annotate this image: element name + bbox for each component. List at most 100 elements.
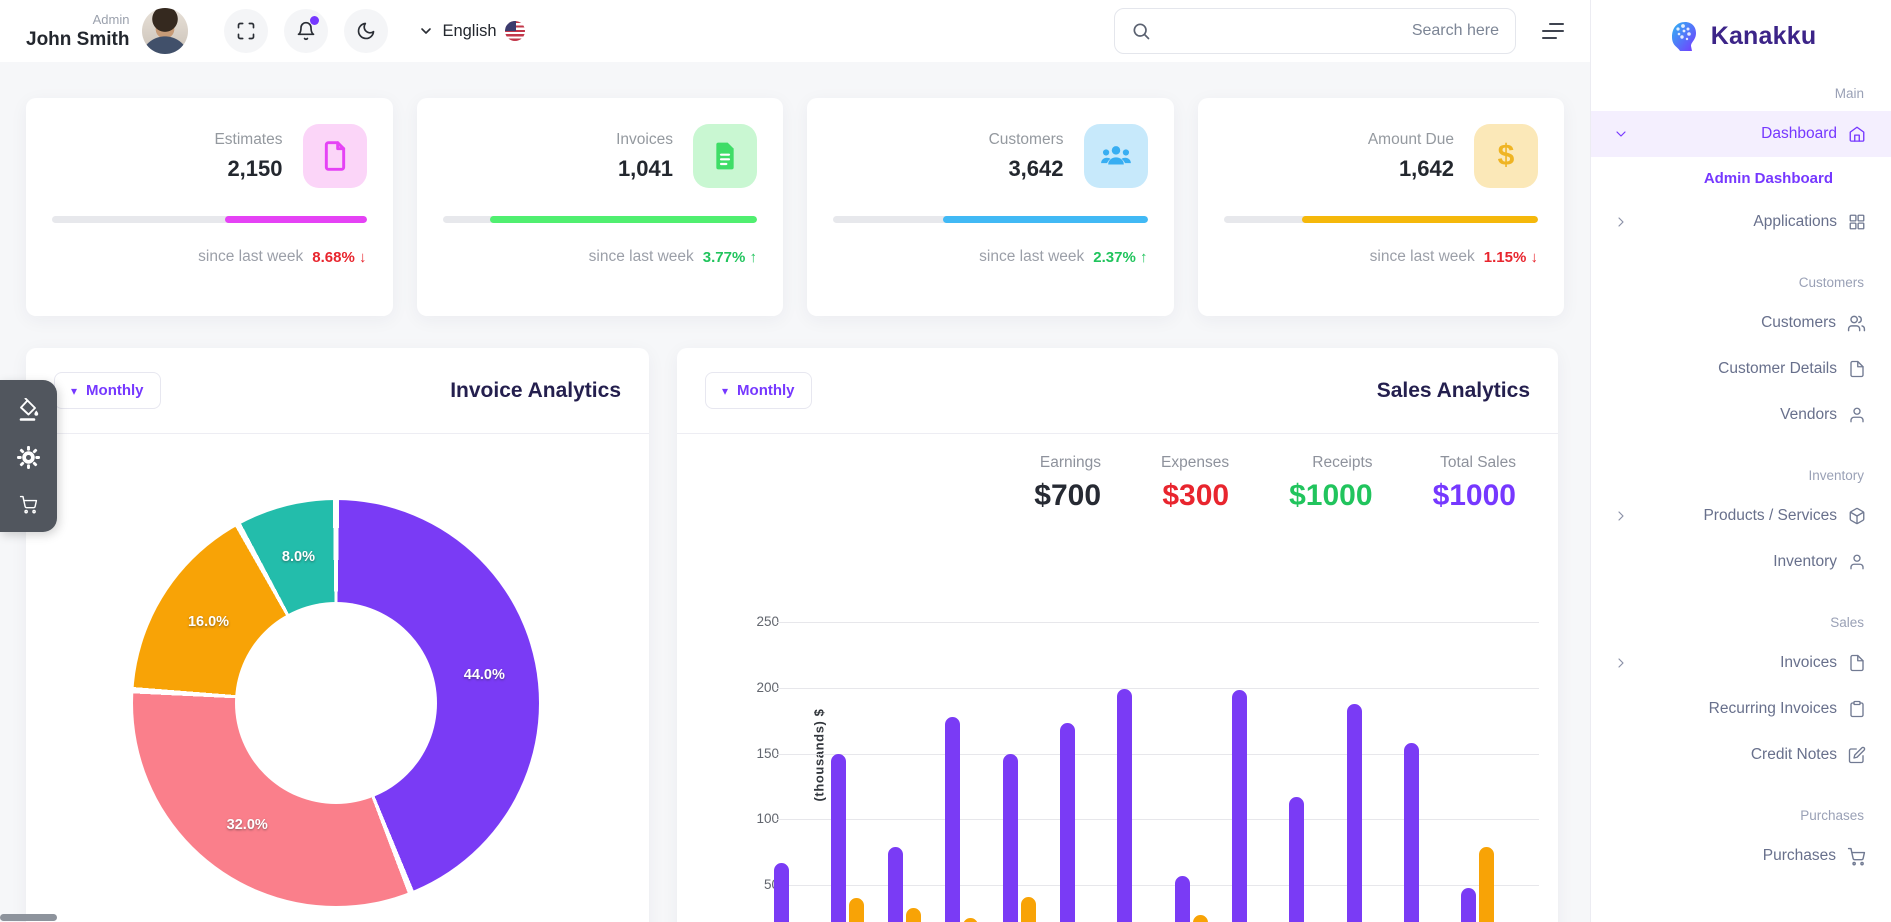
language-selector[interactable]: English xyxy=(418,21,525,41)
settings-gear-button[interactable] xyxy=(16,444,42,470)
stat-label: Invoices xyxy=(616,130,673,148)
bar-purple-13[interactable] xyxy=(1461,887,1477,922)
sidebar-item-recurring-invoices[interactable]: Recurring Invoices xyxy=(1591,686,1891,732)
fullscreen-icon xyxy=(236,21,256,41)
progress-bar xyxy=(833,216,1148,223)
sales-stat-earnings: Earnings $700 xyxy=(1034,454,1101,513)
bar-purple-6[interactable] xyxy=(1060,723,1075,922)
bar-purple-4[interactable] xyxy=(945,716,961,922)
bar-purple-2[interactable] xyxy=(830,753,846,922)
sidebar-item-inventory[interactable]: Inventory xyxy=(1591,539,1891,585)
stat-change: 8.68% ↓ xyxy=(312,248,367,266)
dark-mode-button[interactable] xyxy=(344,9,389,53)
paint-bucket-icon xyxy=(17,398,41,422)
kanakku-logo-icon xyxy=(1666,18,1702,54)
bar-orange-2[interactable] xyxy=(848,898,864,922)
sidebar-item-customers[interactable]: Customers xyxy=(1591,300,1891,346)
file-icon xyxy=(1848,654,1866,672)
sidebar-item-purchases[interactable]: Purchases xyxy=(1591,833,1891,879)
bar-purple-1[interactable] xyxy=(773,862,789,922)
search-icon xyxy=(1131,21,1151,41)
paint-bucket-button[interactable] xyxy=(16,397,42,423)
stat-card-amount-due: Amount Due 1,642 $ since last week 1.15%… xyxy=(1197,98,1564,316)
bar-orange-13[interactable] xyxy=(1479,847,1495,922)
donut-hole xyxy=(235,602,437,804)
sidebar-nav: Main Dashboard Admin Dashboard Applications… xyxy=(1591,86,1891,879)
donut-slice-label: 32.0% xyxy=(226,817,268,834)
app-logo[interactable]: Kanakku xyxy=(1591,0,1891,72)
sidebar-item-invoices[interactable]: Invoices xyxy=(1591,640,1891,686)
user-info: Admin John Smith xyxy=(26,12,129,51)
y-tick-label-150: 150 xyxy=(756,745,779,761)
bar-purple-7[interactable] xyxy=(1117,689,1133,922)
cart-button[interactable] xyxy=(16,491,42,517)
document-outline-icon xyxy=(302,124,367,188)
sidebar-item-credit-notes[interactable]: Credit Notes xyxy=(1591,732,1891,778)
bar-orange-8[interactable] xyxy=(1192,915,1208,922)
user-avatar[interactable] xyxy=(142,8,189,54)
sidebar-section-label-sales: Sales xyxy=(1830,615,1864,630)
bar-purple-8[interactable] xyxy=(1174,876,1190,922)
stat-change: 2.37% ↑ xyxy=(1093,248,1148,266)
header-menu-icon[interactable] xyxy=(1542,22,1564,40)
bar-purple-9[interactable] xyxy=(1231,690,1247,922)
bar-purple-3[interactable] xyxy=(888,847,904,922)
notifications-button[interactable] xyxy=(284,9,329,53)
sidebar-item-applications[interactable]: Applications xyxy=(1591,199,1891,245)
sales-stat-total-sales: Total Sales $1000 xyxy=(1433,454,1516,513)
sidebar-section-label-purchases: Purchases xyxy=(1800,808,1864,823)
chevron-down-icon xyxy=(1613,126,1629,142)
progress-bar xyxy=(442,216,757,223)
horizontal-scrollbar-thumb[interactable] xyxy=(0,914,57,921)
stat-value: 1,041 xyxy=(617,155,673,181)
main-content: Estimates 2,150 since last week 8.68% ↓ … xyxy=(0,62,1590,922)
settings-gear-icon xyxy=(16,445,41,470)
fullscreen-button[interactable] xyxy=(224,9,269,53)
sales-bar-chart[interactable] xyxy=(773,622,1539,922)
sidebar-item-vendors[interactable]: Vendors xyxy=(1591,392,1891,438)
users-icon xyxy=(1847,314,1866,333)
sidebar-item-label: Customer Details xyxy=(1718,360,1837,377)
stat-value: 3,642 xyxy=(1008,155,1064,181)
stat-note: since last week xyxy=(1369,248,1475,265)
clipboard-icon xyxy=(1848,700,1866,718)
gridline-100 xyxy=(777,819,1539,821)
search-input[interactable] xyxy=(1161,22,1499,40)
package-icon xyxy=(1848,507,1866,525)
sales-stat-label: Receipts xyxy=(1312,454,1373,471)
gridline-150 xyxy=(777,753,1539,755)
sales-period-dropdown[interactable]: Monthly xyxy=(705,372,812,409)
stat-value: 2,150 xyxy=(227,155,283,181)
sidebar-item-dashboard[interactable]: Dashboard xyxy=(1591,111,1891,157)
bar-purple-12[interactable] xyxy=(1403,743,1419,922)
moon-icon xyxy=(356,21,376,41)
sidebar-subitem-admin-dashboard[interactable]: Admin Dashboard xyxy=(1703,169,1833,187)
sidebar-item-customer-details[interactable]: Customer Details xyxy=(1591,346,1891,392)
stat-card-estimates: Estimates 2,150 since last week 8.68% ↓ xyxy=(26,98,393,316)
search-box xyxy=(1114,8,1516,54)
cart-icon xyxy=(1847,847,1866,866)
bar-orange-5[interactable] xyxy=(1020,897,1036,922)
invoice-donut-chart[interactable]: 44.0% 32.0% 16.0% 8.0% xyxy=(133,500,539,906)
invoice-period-dropdown[interactable]: Monthly xyxy=(54,372,161,409)
grid-icon xyxy=(1848,213,1866,231)
us-flag-icon xyxy=(504,21,525,41)
bar-purple-10[interactable] xyxy=(1289,797,1305,922)
chevron-right-icon xyxy=(1613,655,1629,671)
sales-stat-expenses: Expenses $300 xyxy=(1161,454,1229,513)
sidebar-section-label-main: Main xyxy=(1834,86,1864,101)
bar-purple-5[interactable] xyxy=(1002,753,1018,922)
chevron-right-icon xyxy=(1613,508,1629,524)
bar-orange-4[interactable] xyxy=(963,918,979,922)
bar-purple-11[interactable] xyxy=(1346,703,1362,922)
progress-bar xyxy=(52,216,367,223)
user-icon xyxy=(1848,406,1866,424)
progress-bar xyxy=(1223,216,1538,223)
user-name: John Smith xyxy=(26,28,130,50)
user-role: Admin xyxy=(92,11,130,27)
user-profile[interactable]: Admin John Smith xyxy=(26,8,189,54)
sidebar-item-products-services[interactable]: Products / Services xyxy=(1591,493,1891,539)
stat-card-customers: Customers 3,642 since last week 2.37% ↑ xyxy=(807,98,1174,316)
bar-orange-3[interactable] xyxy=(906,907,922,922)
sidebar-item-label: Credit Notes xyxy=(1750,746,1837,763)
